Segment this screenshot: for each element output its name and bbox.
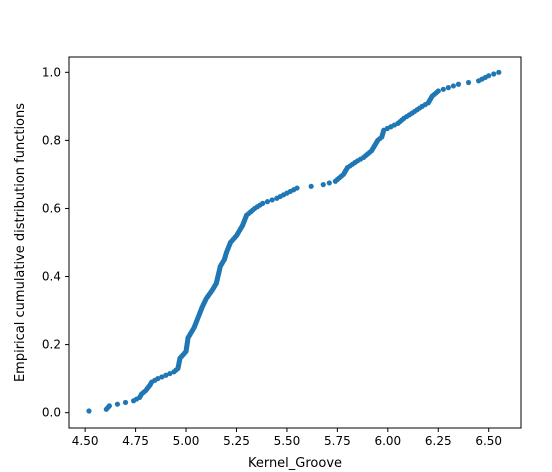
x-tick-label: 5.50 (274, 434, 301, 448)
data-point (152, 377, 158, 383)
data-point (343, 166, 350, 172)
y-tick-label: 0.0 (42, 406, 61, 420)
data-point (159, 374, 165, 380)
x-tick-label: 4.50 (72, 434, 99, 448)
data-point (280, 192, 287, 198)
y-tick-label: 1.0 (42, 65, 61, 79)
data-point (167, 370, 173, 377)
x-tick-label: 6.00 (374, 434, 401, 448)
data-point (114, 401, 121, 407)
data-point (440, 86, 446, 92)
data-point (269, 197, 275, 203)
data-point (417, 105, 423, 111)
data-point (326, 180, 332, 186)
data-point (86, 408, 92, 414)
data-point (122, 399, 129, 406)
y-tick-label: 0.2 (42, 338, 61, 352)
data-point (482, 74, 488, 81)
data-point (148, 381, 154, 387)
data-point (428, 95, 434, 101)
x-tick-label: 5.25 (223, 434, 250, 448)
data-point (406, 112, 412, 118)
data-point (264, 199, 271, 205)
y-tick-label: 0.6 (42, 201, 61, 215)
data-point (422, 102, 428, 108)
data-point (391, 122, 397, 128)
data-point (455, 81, 462, 87)
x-tick-label: 5.75 (324, 434, 351, 448)
data-point (450, 83, 457, 89)
data-point (491, 71, 497, 77)
data-points (86, 69, 502, 414)
data-point (374, 139, 380, 145)
data-point (250, 207, 256, 213)
data-point (320, 182, 326, 188)
x-axis-ticks: 4.50 4.75 5.00 5.25 5.50 5.75 6.00 6.25 6.50 (72, 428, 502, 448)
data-point (257, 202, 263, 208)
data-point (496, 69, 502, 75)
y-axis-ticks: 0.0 0.2 0.4 0.6 0.8 1.0 (42, 65, 69, 420)
x-axis-label: Kernel_Groove (248, 456, 342, 471)
data-point (338, 173, 345, 179)
x-tick-label: 6.25 (425, 434, 452, 448)
data-point (141, 389, 147, 395)
plot-frame (68, 56, 522, 429)
data-point (105, 404, 111, 411)
data-point (445, 85, 451, 91)
data-point (133, 396, 140, 402)
data-point (352, 159, 358, 166)
x-tick-label: 5.00 (173, 434, 200, 448)
data-point (291, 187, 297, 193)
data-point (308, 183, 314, 189)
data-point (433, 90, 439, 96)
y-axis-label: Empirical cumulative distribution functi… (13, 103, 28, 382)
data-point (138, 393, 144, 399)
data-point (399, 117, 405, 123)
data-point (380, 129, 386, 135)
data-point (357, 156, 364, 162)
data-point (367, 149, 373, 155)
x-tick-label: 4.75 (122, 434, 149, 448)
x-tick-label: 6.50 (475, 434, 502, 448)
data-point (465, 79, 472, 86)
data-point (163, 372, 169, 378)
y-tick-label: 0.8 (42, 133, 61, 147)
y-tick-label: 0.4 (42, 270, 61, 284)
